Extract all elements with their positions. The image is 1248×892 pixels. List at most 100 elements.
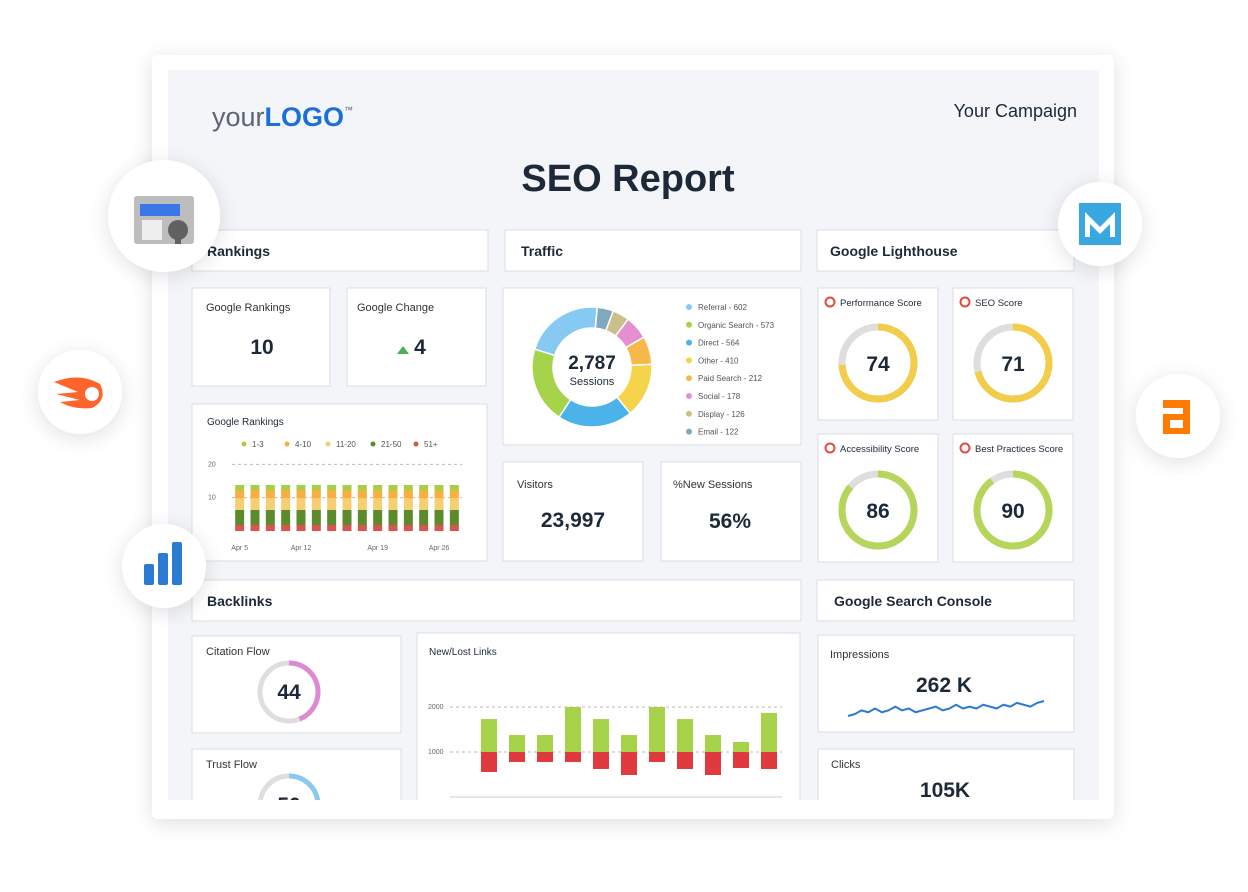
y-tick-label: 1000 <box>428 749 444 756</box>
score-label: SEO Score <box>975 298 1023 309</box>
legend-label: Display - 126 <box>698 410 745 419</box>
stat-value: 105K <box>920 779 970 802</box>
bar-segment <box>265 485 275 490</box>
bar-segment <box>311 498 321 510</box>
bar-segment <box>419 485 429 490</box>
bar-segment <box>281 490 291 499</box>
bar-segment <box>296 525 306 531</box>
bar-segment <box>373 510 383 525</box>
integration-icon <box>122 524 206 608</box>
stat-card <box>660 461 802 562</box>
donut-label: Sessions <box>570 376 615 388</box>
legend-dot <box>686 393 692 399</box>
section-header <box>816 579 1075 622</box>
bar-segment <box>281 485 291 490</box>
section-title: Rankings <box>207 243 270 259</box>
stat-value: 23,997 <box>541 509 605 532</box>
bar-segment <box>357 498 367 510</box>
stat-card <box>502 461 644 562</box>
bar-segment <box>449 490 459 499</box>
stat-card <box>817 634 1075 733</box>
new-bar <box>509 734 525 752</box>
legend-label: Email - 122 <box>698 428 739 437</box>
stat-label: Impressions <box>830 649 890 661</box>
bar-segment <box>327 525 337 531</box>
bar-segment <box>342 510 352 525</box>
section-header <box>504 229 802 272</box>
y-tick-label: 2000 <box>428 704 444 711</box>
bar-segment <box>419 490 429 499</box>
bar-segment <box>281 498 291 510</box>
bar-segment <box>434 485 444 490</box>
score-value: 74 <box>866 353 890 376</box>
donut-total: 2,787 <box>568 353 616 374</box>
bar-segment <box>388 525 398 531</box>
legend-dot <box>370 441 376 447</box>
bar-segment <box>265 490 275 499</box>
bar-segment <box>449 498 459 510</box>
x-tick-label: Apr 26 <box>429 545 450 552</box>
score-card <box>952 433 1074 563</box>
new-bar <box>649 707 665 752</box>
bar-segment <box>296 490 306 499</box>
legend-label: Social - 178 <box>698 392 741 401</box>
lighthouse-icon <box>959 296 971 308</box>
bar-segment <box>403 525 413 531</box>
section-header <box>191 579 802 622</box>
legend-dot <box>241 441 247 447</box>
stat-label: Google Change <box>357 302 434 314</box>
bar-segment <box>327 498 337 510</box>
legend-label: 4-10 <box>295 440 312 449</box>
bar-segment <box>449 525 459 531</box>
legend-dot <box>686 357 692 364</box>
section-title: Traffic <box>521 243 563 259</box>
up-arrow <box>397 346 409 354</box>
bar-segment <box>373 485 383 490</box>
bar-segment <box>265 498 275 510</box>
bar-segment <box>265 525 275 531</box>
gauge-arc <box>838 323 918 403</box>
gauge-arc <box>838 470 918 550</box>
y-tick-label: 10 <box>208 495 216 502</box>
bar-segment <box>327 510 337 525</box>
chart-card <box>416 632 801 800</box>
chart-card <box>191 403 488 562</box>
gauge-arc <box>973 470 1053 550</box>
score-card <box>817 433 939 563</box>
bar-segment <box>419 498 429 510</box>
bar-segment <box>403 498 413 510</box>
legend-dot <box>686 321 692 328</box>
report-title: SEO Report <box>521 158 735 200</box>
bar-segment <box>281 510 291 525</box>
bar-segment <box>342 485 352 490</box>
bar-segment <box>434 490 444 499</box>
lost-bar <box>677 752 693 770</box>
lost-bar <box>705 752 721 775</box>
logo-main: LOGO <box>265 102 345 132</box>
lost-bar <box>537 752 553 762</box>
section-title: Backlinks <box>207 593 273 609</box>
legend-dot <box>686 375 692 382</box>
section-title: Google Search Console <box>834 593 992 609</box>
legend-label: Paid Search - 212 <box>698 374 763 383</box>
bar-segment <box>342 498 352 510</box>
lighthouse-scores: Performance Score 74 SEO Score 71 Accessibil… <box>817 287 1074 563</box>
legend-label: Referral - 602 <box>698 303 747 312</box>
bar-segment <box>388 510 398 525</box>
gauge-arc <box>257 773 321 800</box>
stat-value: 10 <box>250 336 273 359</box>
traffic-donut: Referral - 602 Organic Search - 573 Direct… <box>531 303 775 437</box>
gauge-arc <box>973 323 1053 403</box>
bar-segment <box>311 525 321 531</box>
lost-bar <box>565 752 581 762</box>
score-value: 86 <box>866 500 889 523</box>
legend-label: Organic Search - 573 <box>698 321 775 330</box>
sparkline <box>847 700 1045 717</box>
y-tick-label: 20 <box>208 461 216 468</box>
integration-icon <box>1136 374 1220 458</box>
links-chart: 1000 2000 <box>428 704 782 798</box>
new-bar <box>621 734 637 752</box>
flow-value: 50 <box>277 794 300 817</box>
bar-segment <box>235 510 245 525</box>
section-header <box>816 229 1075 272</box>
